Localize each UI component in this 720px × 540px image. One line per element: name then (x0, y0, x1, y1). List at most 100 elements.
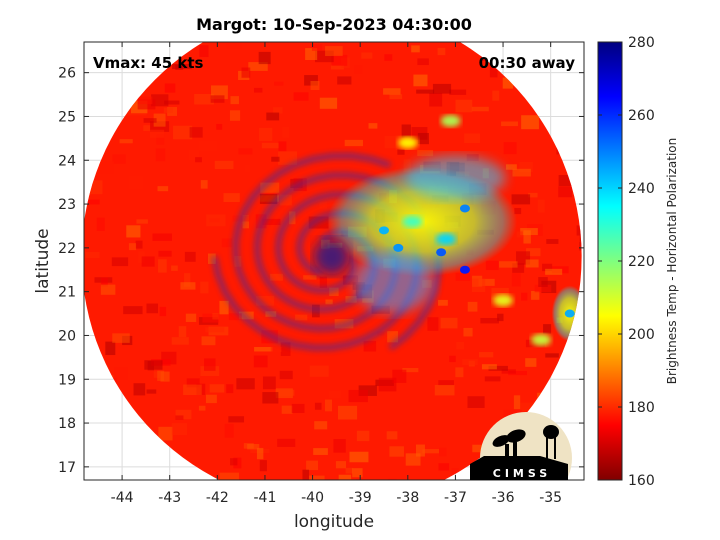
texture-cell (349, 451, 369, 463)
texture-cell (405, 453, 421, 466)
cold-cloud-cell (402, 215, 423, 228)
texture-cell (537, 199, 545, 213)
texture-cell (119, 139, 133, 144)
texture-cell (417, 132, 429, 145)
texture-cell (356, 430, 370, 442)
texture-cell (128, 175, 144, 190)
texture-cell (278, 151, 297, 165)
texture-cell (489, 67, 498, 78)
texture-cell (242, 215, 249, 229)
texture-cell (417, 149, 434, 157)
colorbar-tick-label: 220 (628, 254, 655, 270)
texture-cell (112, 154, 126, 164)
colorbar-tick-label: 200 (628, 327, 655, 343)
y-tick-label: 20 (58, 328, 76, 344)
texture-cell (254, 347, 273, 352)
texture-cell (325, 299, 333, 305)
texture-cell (96, 217, 105, 231)
texture-cell (261, 142, 279, 149)
texture-cell (348, 389, 368, 403)
colorbar-label: Brightness Temp - Horizontal Polarizatio… (665, 138, 679, 385)
texture-cell (201, 336, 216, 346)
texture-cell (188, 149, 199, 161)
texture-cell (437, 47, 446, 56)
texture-cell (513, 395, 521, 410)
texture-cell (402, 368, 419, 373)
texture-cell (488, 365, 508, 371)
texture-cell (112, 333, 130, 343)
texture-cell (319, 276, 328, 288)
texture-cell (153, 113, 166, 127)
texture-cell (384, 135, 400, 149)
texture-cell (521, 292, 528, 301)
texture-cell (328, 390, 341, 399)
texture-cell (478, 278, 495, 286)
texture-cell (286, 114, 296, 120)
texture-cell (542, 263, 553, 272)
texture-cell (302, 469, 310, 480)
logo-base (470, 456, 568, 480)
texture-cell (546, 239, 559, 244)
texture-cell (310, 80, 320, 91)
texture-cell (202, 313, 220, 323)
texture-cell (141, 256, 155, 267)
texture-cell (420, 155, 430, 160)
texture-cell (352, 468, 363, 478)
texture-cell (499, 261, 518, 268)
texture-cell (361, 52, 373, 59)
texture-cell (271, 156, 280, 162)
texture-cell (387, 331, 399, 343)
texture-cell (516, 231, 523, 238)
texture-cell (520, 228, 538, 236)
cold-cloud-regions (327, 114, 582, 346)
chart-title: Margot: 10-Sep-2023 04:30:00 (196, 15, 472, 34)
texture-cell (520, 402, 538, 412)
spiral-band (211, 191, 420, 351)
y-tick-label: 21 (58, 285, 76, 301)
dish-stand (505, 444, 509, 460)
texture-cell (345, 467, 354, 474)
texture-cell (432, 83, 452, 94)
texture-cell (205, 327, 225, 333)
texture-cell (137, 96, 153, 105)
texture-cell (175, 64, 184, 70)
texture-cell (579, 241, 582, 251)
texture-cell (329, 287, 339, 297)
texture-cell (216, 123, 223, 130)
texture-cell (416, 89, 435, 94)
texture-cell (526, 248, 541, 257)
texture-cell (143, 125, 151, 132)
colorbar-tick-label: 240 (628, 181, 655, 197)
texture-cell (260, 182, 280, 193)
texture-cell (173, 125, 193, 140)
texture-cell (200, 366, 220, 377)
texture-cell (304, 75, 318, 86)
texture-cell (98, 259, 113, 264)
texture-cell (219, 462, 229, 472)
texture-cell (440, 317, 458, 329)
texture-cell (464, 133, 481, 144)
texture-cell (171, 423, 188, 436)
texture-cell (156, 134, 165, 145)
texture-cell (228, 416, 245, 423)
cold-cloud-cell (435, 233, 456, 246)
texture-cell (311, 44, 323, 51)
x-tick-label: -39 (349, 490, 372, 506)
texture-cell (305, 48, 318, 61)
texture-cell (210, 95, 225, 103)
texture-cell (422, 449, 440, 454)
texture-cell (279, 194, 292, 206)
texture-cell (525, 259, 539, 268)
texture-cell (178, 326, 187, 338)
cold-cloud-cell (379, 226, 389, 235)
x-tick-label: -40 (301, 490, 324, 506)
texture-cell (198, 140, 218, 152)
texture-cell (463, 327, 473, 337)
texture-cell (194, 93, 214, 105)
texture-cell (314, 402, 322, 410)
x-tick-label: -36 (492, 490, 515, 506)
texture-cell (184, 273, 191, 287)
texture-cell (354, 65, 363, 74)
texture-cell (314, 421, 328, 430)
